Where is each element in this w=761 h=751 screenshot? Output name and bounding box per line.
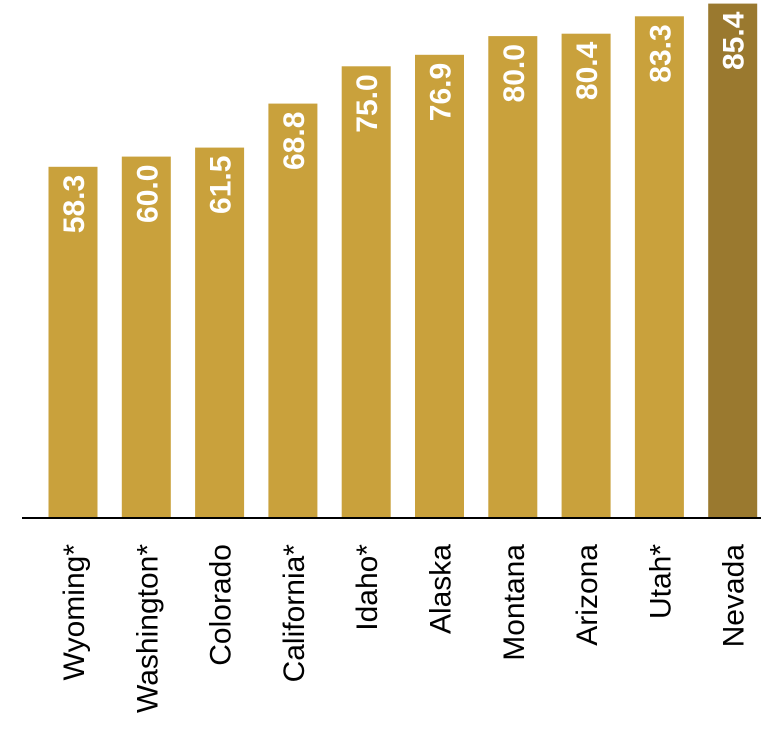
category-label: Colorado xyxy=(205,544,238,666)
bar-colorado xyxy=(195,147,245,518)
category-label: Montana xyxy=(498,544,531,661)
category-label: Wyoming* xyxy=(58,544,91,681)
category-label: Utah* xyxy=(644,544,677,619)
category-label: California* xyxy=(278,544,311,683)
bar-alaska xyxy=(415,54,464,519)
category-label: Alaska xyxy=(425,544,458,634)
value-label: 76.9 xyxy=(425,63,458,121)
value-label: 80.4 xyxy=(571,41,604,100)
bar-utah xyxy=(634,16,684,519)
bar-wyoming xyxy=(48,166,98,519)
value-label: 61.5 xyxy=(205,156,238,214)
category-labels-group: Wyoming* Washington* Colorado California* Id… xyxy=(58,544,751,713)
bar-washington xyxy=(121,156,171,518)
bar-montana xyxy=(488,36,538,518)
category-label: Idaho* xyxy=(351,544,384,631)
category-label: Arizona xyxy=(571,544,604,646)
category-label: Washington* xyxy=(131,544,164,713)
bar-idaho xyxy=(341,66,391,519)
value-label: 68.8 xyxy=(278,112,311,170)
bar-california xyxy=(268,103,318,518)
value-label: 80.0 xyxy=(498,44,531,102)
value-label: 58.3 xyxy=(58,175,91,233)
category-label: Nevada xyxy=(718,544,751,648)
bar-arizona xyxy=(561,33,611,518)
bar-nevada xyxy=(708,3,758,519)
value-label: 85.4 xyxy=(718,11,751,70)
value-label: 60.0 xyxy=(131,165,164,223)
bars-group xyxy=(48,3,758,519)
value-label: 83.3 xyxy=(644,24,677,82)
value-labels-group: 58.3 60.0 61.5 68.8 75.0 76.9 80.0 80.4 83.3 85.4 xyxy=(58,11,751,233)
value-label: 75.0 xyxy=(351,74,384,132)
